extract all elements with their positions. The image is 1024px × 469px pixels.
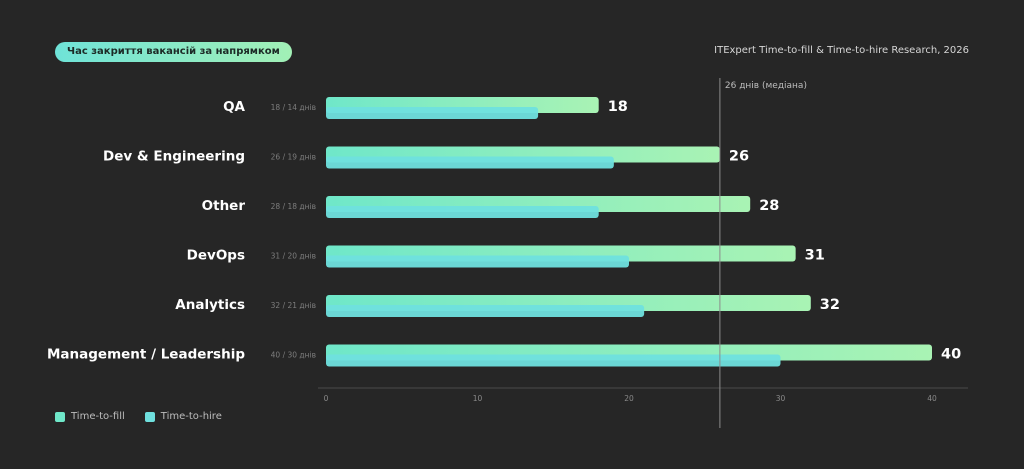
legend-label-fill: Time-to-fill	[71, 411, 125, 422]
category-note: 31 / 20 днів	[271, 252, 316, 261]
value-label: 40	[941, 347, 961, 363]
value-label: 32	[820, 297, 840, 313]
category-label: Management / Leadership	[47, 347, 245, 363]
category-note: 40 / 30 днів	[271, 351, 316, 360]
time-to-hire-bar	[326, 156, 614, 169]
legend-item-time-to-hire: Time-to-hire	[144, 411, 222, 422]
x-tick-label: 30	[776, 394, 786, 403]
time-to-hire-bar	[326, 206, 599, 218]
x-tick-label: 10	[473, 394, 483, 403]
value-label: 31	[805, 248, 825, 264]
category-label: Other	[202, 198, 246, 214]
category-label: QA	[223, 99, 245, 115]
category-label: DevOps	[187, 248, 245, 264]
category-note: 28 / 18 днів	[271, 202, 316, 211]
category-note: 32 / 21 днів	[271, 301, 316, 310]
legend-item-time-to-fill: Time-to-fill	[55, 411, 125, 422]
legend-label-hire: Time-to-hire	[160, 411, 222, 422]
category-label: Dev & Engineering	[103, 149, 245, 165]
legend: Time-to-fill Time-to-hire	[55, 411, 222, 422]
value-label: 26	[729, 149, 749, 165]
value-label: 18	[608, 99, 628, 115]
x-tick-label: 20	[624, 394, 634, 403]
value-label: 28	[759, 198, 779, 214]
x-tick-label: 0	[324, 394, 329, 403]
x-tick-label: 40	[927, 394, 937, 403]
time-to-hire-bar	[326, 255, 629, 268]
legend-swatch-hire	[144, 411, 155, 422]
category-label: Analytics	[175, 297, 245, 313]
category-note: 26 / 19 днів	[271, 153, 316, 162]
median-reference-label: 26 днів (медіана)	[725, 81, 807, 91]
time-to-hire-bar	[326, 354, 781, 367]
legend-swatch-fill	[55, 411, 65, 422]
time-to-hire-bar	[326, 305, 645, 317]
category-note: 18 / 14 днів	[271, 103, 316, 112]
time-to-hire-bar	[326, 107, 539, 119]
source-caption: ITExpert Time-to-fill & Time-to-hire Res…	[714, 45, 969, 56]
chart-title-pill: Час закриття вакансій за напрямком	[55, 42, 292, 62]
